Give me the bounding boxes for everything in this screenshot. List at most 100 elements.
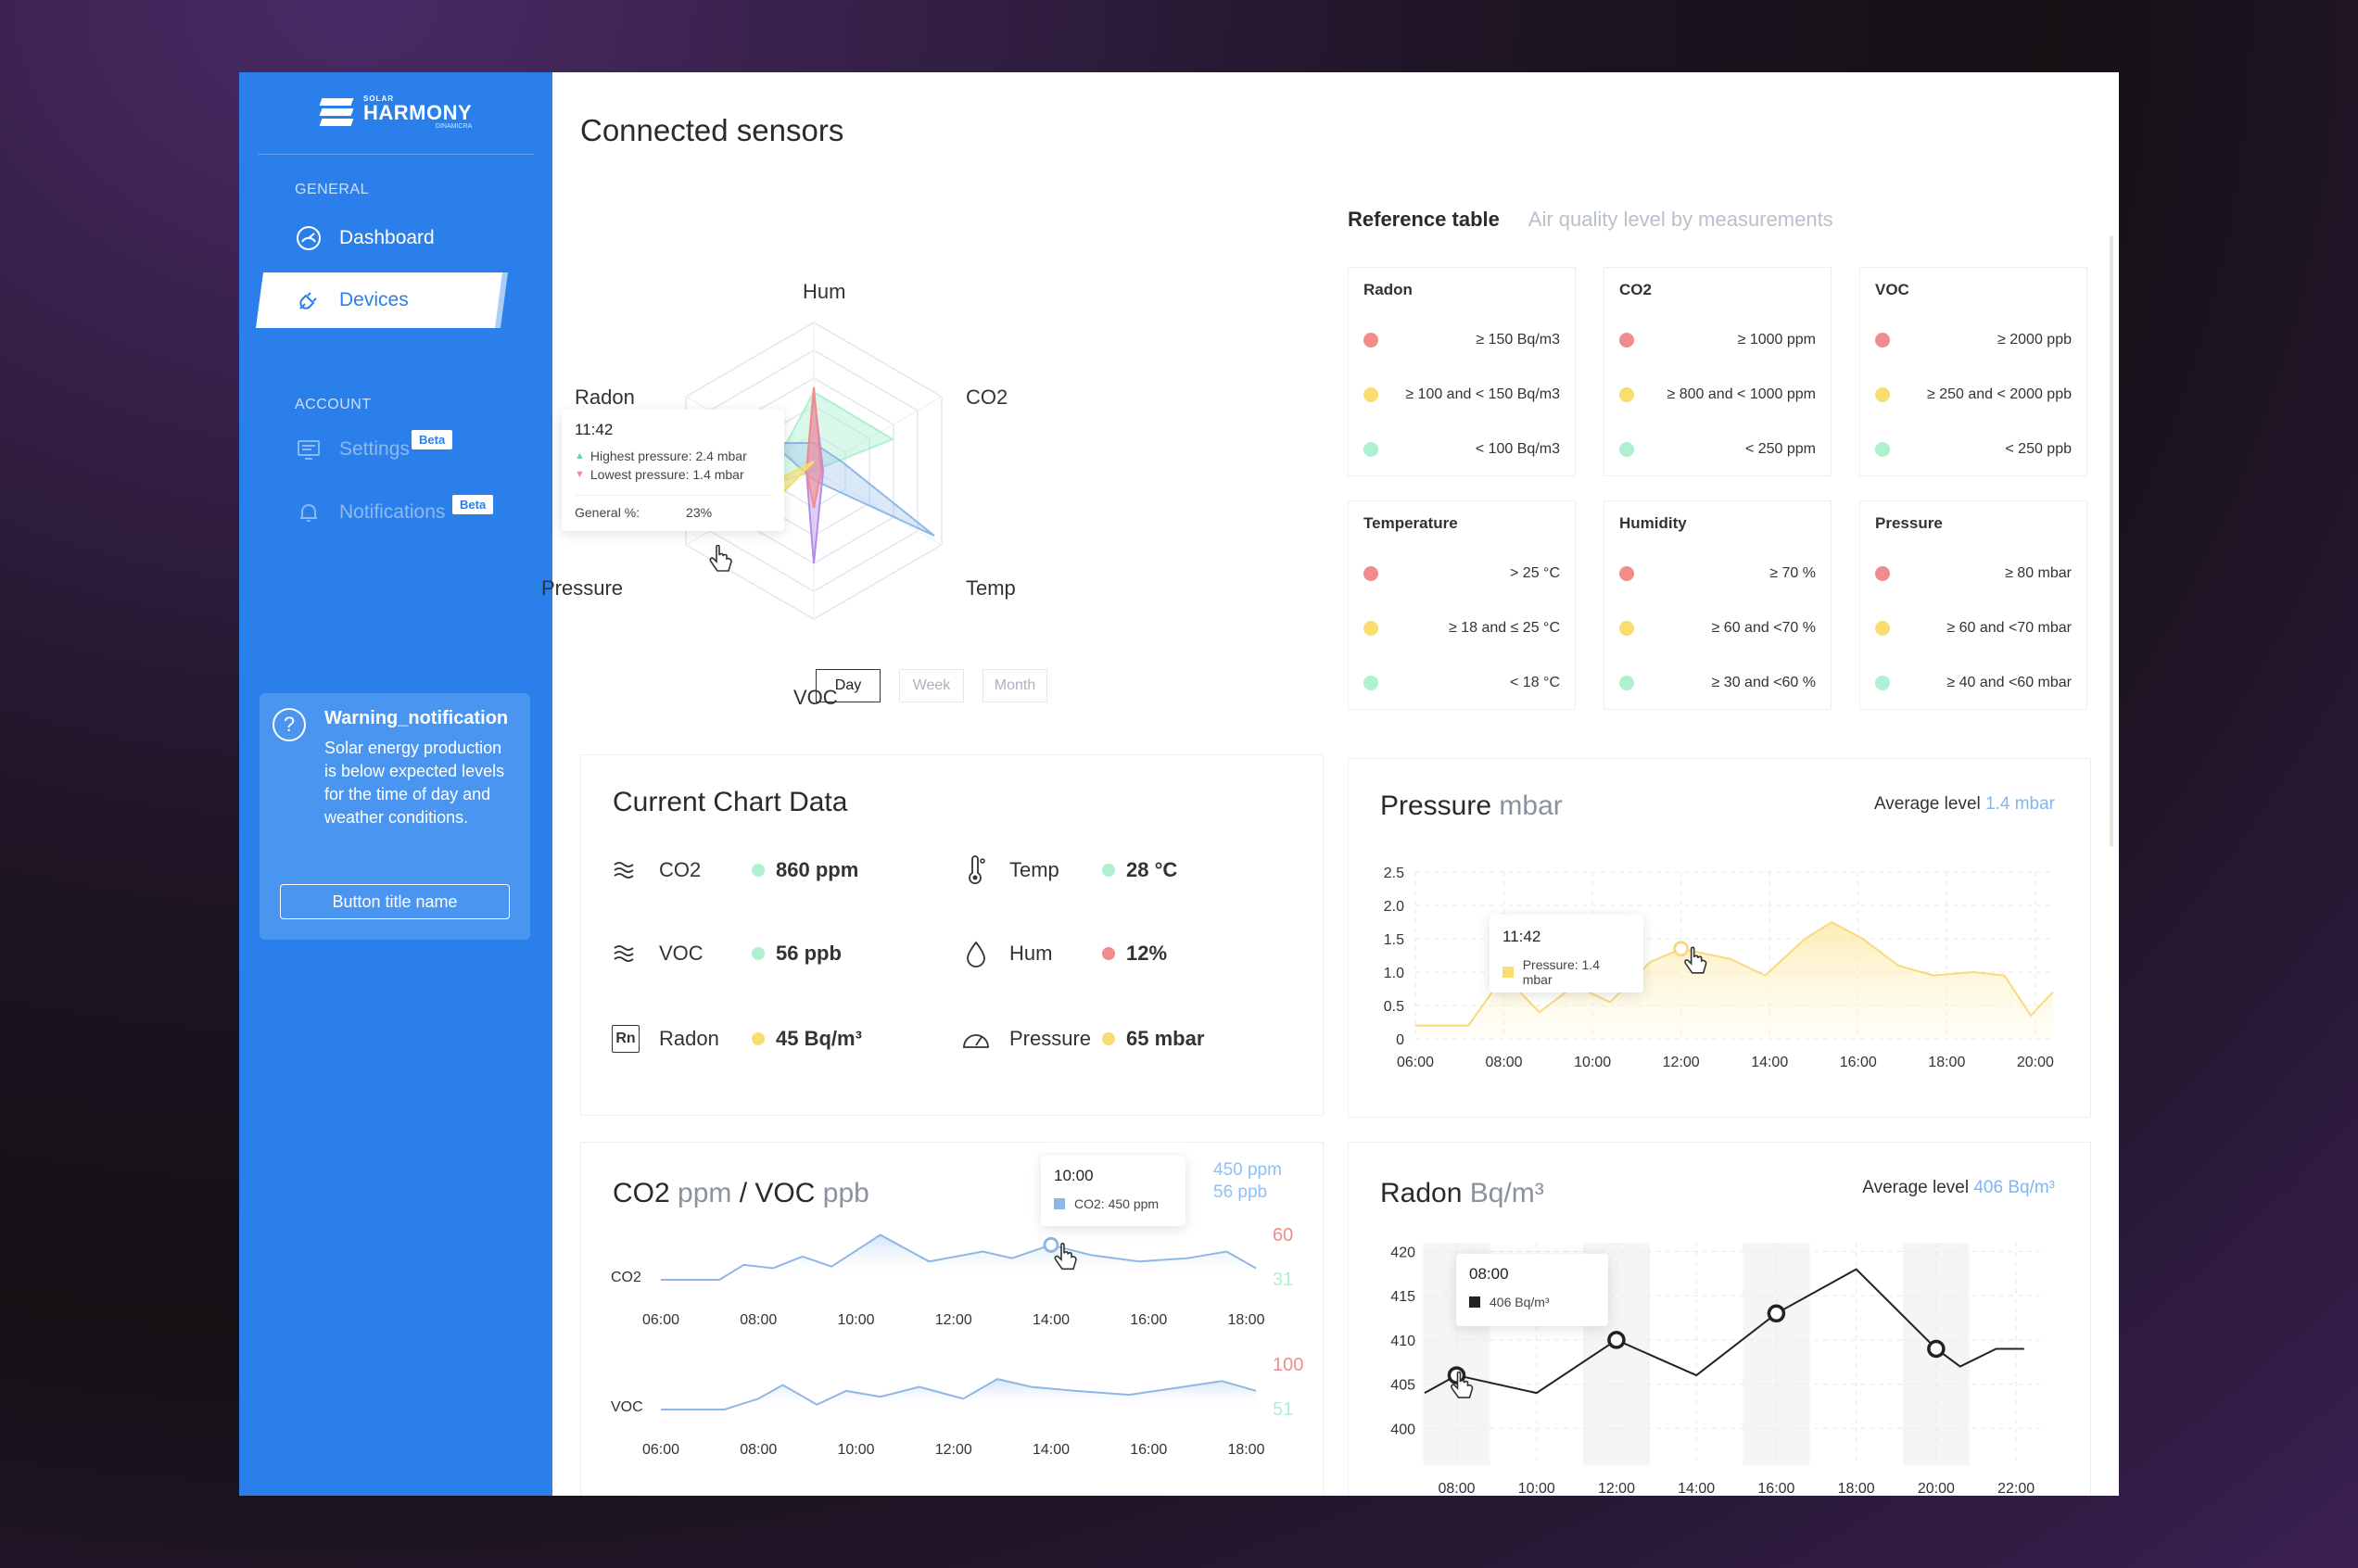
sidebar-item-dashboard[interactable]: Dashboard (295, 224, 435, 252)
y-tick-label: 400 (1390, 1422, 1415, 1437)
x-tick-label: 14:00 (1751, 1055, 1788, 1070)
reference-row: ≥ 150 Bq/m3 (1363, 312, 1560, 367)
series-label: CO2 (611, 1270, 641, 1285)
reference-card-title: Radon (1363, 281, 1413, 298)
sensor-value: 12% (1126, 942, 1168, 965)
card-title: Current Chart Data (613, 787, 848, 817)
status-dot (1875, 386, 1890, 402)
x-tick-label: 18:00 (1838, 1481, 1875, 1496)
solar-logo-icon (319, 95, 356, 130)
reference-row: ≥ 1000 ppm (1619, 312, 1816, 367)
reference-card-co2: CO2 ≥ 1000 ppm ≥ 800 and < 1000 ppm < 250 p… (1604, 267, 1832, 476)
reference-threshold: ≥ 60 and <70 mbar (1946, 619, 2072, 636)
legend-swatch (1502, 967, 1514, 978)
reference-threshold: < 18 °C (1510, 674, 1560, 690)
reference-header: Reference table Air quality level by mea… (1348, 208, 1833, 232)
beta-badge: Beta (412, 430, 453, 449)
warning-text: Solar energy production is below expecte… (324, 739, 505, 827)
x-tick-label: 18:00 (1227, 1312, 1264, 1328)
status-dot (1875, 332, 1890, 348)
sensor-label: VOC (659, 942, 704, 965)
sensor-reading-co2: CO2 860 ppm (611, 855, 858, 885)
x-tick-label: 12:00 (1663, 1055, 1700, 1070)
x-tick-label: 08:00 (1486, 1055, 1523, 1070)
series-min-label: 31 (1273, 1270, 1293, 1290)
reference-card-title: Humidity (1619, 514, 1687, 532)
sensor-reading-radon: Rn Radon 45 Bq/m³ (611, 1024, 862, 1054)
brand-logo[interactable]: SOLAR HARMONY DINAMICRA (319, 95, 472, 130)
warning-title: Warning_notification (324, 708, 509, 728)
radon-icon: Rn (611, 1024, 640, 1054)
status-dot (1363, 675, 1378, 690)
radon-point[interactable] (1927, 1339, 1946, 1359)
radar-label-co2: CO2 (966, 386, 1008, 409)
co2-voc-chart: 06:00 08:00 10:00 12:00 14:00 16:00 18:00 CO2 60… (611, 1225, 1303, 1458)
series-max-label: 100 (1273, 1355, 1303, 1375)
sidebar-item-settings[interactable]: Settings (295, 436, 410, 463)
status-dot (752, 1032, 765, 1045)
warning-notification: ? Warning_notification Solar energy prod… (260, 693, 530, 940)
reference-card-title: CO2 (1619, 281, 1652, 298)
y-tick-label: 0.5 (1384, 999, 1404, 1015)
card-unit-voc: ppb (822, 1178, 869, 1208)
radar-chart: Hum CO2 Temp VOC Pressure Radon 11:42 ▲ … (541, 193, 1185, 786)
y-tick-label: 1.0 (1384, 966, 1404, 981)
tooltip-time: 11:42 (1502, 928, 1541, 945)
nav-section-general: GENERAL (295, 182, 369, 197)
series-line-voc (661, 1378, 1257, 1410)
tooltip-general-value: 23% (686, 505, 713, 520)
sidebar-item-label: Notifications (339, 501, 446, 523)
avg-value: 406 Bq/m³ (1973, 1178, 2055, 1197)
sensor-label: Pressure (1009, 1027, 1092, 1050)
radon-point[interactable] (1607, 1331, 1626, 1349)
hand-cursor-icon (1451, 1371, 1474, 1398)
reference-row: < 100 Bq/m3 (1363, 422, 1560, 476)
sidebar-item-notifications[interactable]: Notifications (295, 499, 445, 526)
card-unit: Bq/m³ (1469, 1178, 1544, 1208)
pressure-chart: 06:00 08:00 10:00 12:00 14:00 16:00 18:00 20:00… (1384, 866, 2054, 1070)
pressure-point[interactable] (1673, 941, 1690, 957)
series-area (661, 1234, 1256, 1280)
radon-point[interactable] (1767, 1304, 1786, 1323)
sidebar-item-label: Settings (339, 438, 410, 460)
status-dot (1619, 675, 1634, 690)
scrollbar[interactable] (2110, 235, 2113, 847)
reference-row: ≥ 70 % (1619, 546, 1816, 601)
tooltip-time: 10:00 (1054, 1167, 1094, 1184)
tab-day[interactable]: Day (816, 669, 881, 702)
reference-threshold: < 250 ppm (1744, 440, 1816, 457)
co2-point[interactable] (1043, 1236, 1059, 1253)
x-tick-label: 06:00 (642, 1312, 679, 1328)
tab-month[interactable]: Month (982, 669, 1047, 702)
tooltip-lowest: Lowest pressure: 1.4 mbar (590, 467, 744, 482)
sensor-value: 860 ppm (776, 858, 859, 881)
avg-label: Average level (1862, 1178, 1970, 1197)
status-dot (1102, 1032, 1115, 1045)
reference-row: ≥ 80 mbar (1875, 546, 2072, 601)
x-tick-label: 14:00 (1033, 1442, 1070, 1458)
x-tick-label: 10:00 (837, 1312, 874, 1328)
help-icon: ? (273, 708, 306, 741)
x-tick-label: 06:00 (1397, 1055, 1434, 1070)
sensor-value: 45 Bq/m³ (776, 1027, 862, 1050)
reference-subtitle: Air quality level by measurements (1528, 208, 1833, 231)
speedometer-icon (297, 226, 321, 250)
tab-week[interactable]: Week (899, 669, 964, 702)
warning-action-button[interactable]: Button title name (280, 884, 510, 919)
sidebar-item-devices[interactable]: Devices (256, 272, 502, 328)
tooltip-highest: Highest pressure: 2.4 mbar (590, 449, 747, 463)
nav-section-account: ACCOUNT (295, 397, 372, 412)
x-tick-label: 10:00 (1518, 1481, 1555, 1496)
waves-icon (611, 855, 640, 885)
x-tick-label: 12:00 (1598, 1481, 1635, 1496)
status-dot (1875, 675, 1890, 690)
status-dot (1102, 864, 1115, 877)
card-title: Pressure (1380, 790, 1492, 821)
sensor-reading-temp: Temp 28 °C (961, 855, 1177, 885)
legend-co2-value: 450 ppm (1213, 1160, 1282, 1180)
tooltip-text: Pressure: 1.4 mbar (1522, 957, 1600, 987)
sidebar-item-label: Dashboard (339, 227, 435, 248)
x-tick-label: 08:00 (740, 1442, 777, 1458)
status-dot (1619, 386, 1634, 402)
x-tick-label: 10:00 (837, 1442, 874, 1458)
